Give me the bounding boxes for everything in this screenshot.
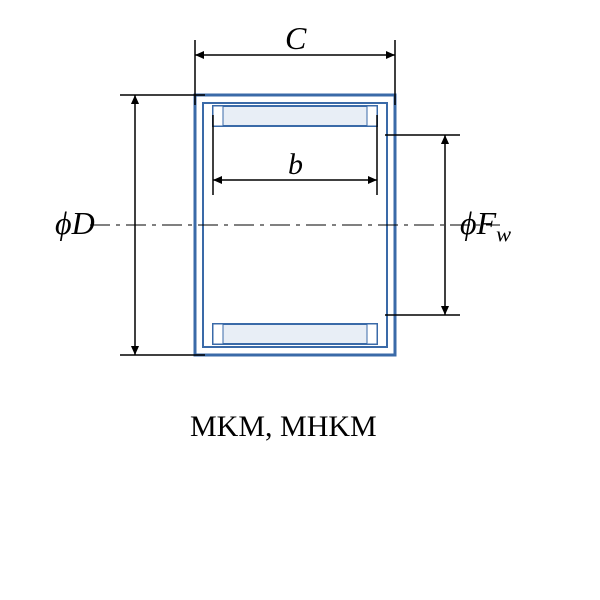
diagram-canvas: C b ϕD ϕFw MKM, MHKM	[0, 0, 600, 600]
diagram-svg	[0, 0, 600, 600]
label-Fw-prefix: ϕ	[460, 205, 477, 241]
label-Fw-letter: F	[477, 205, 497, 241]
label-C: C	[285, 20, 306, 57]
caption: MKM, MHKM	[190, 410, 377, 444]
label-b: b	[288, 148, 303, 182]
label-D-prefix: ϕ	[55, 205, 72, 241]
label-D: ϕD	[55, 205, 95, 242]
label-Fw: ϕFw	[460, 205, 511, 247]
label-Fw-sub: w	[496, 221, 511, 246]
label-D-letter: D	[72, 205, 95, 241]
